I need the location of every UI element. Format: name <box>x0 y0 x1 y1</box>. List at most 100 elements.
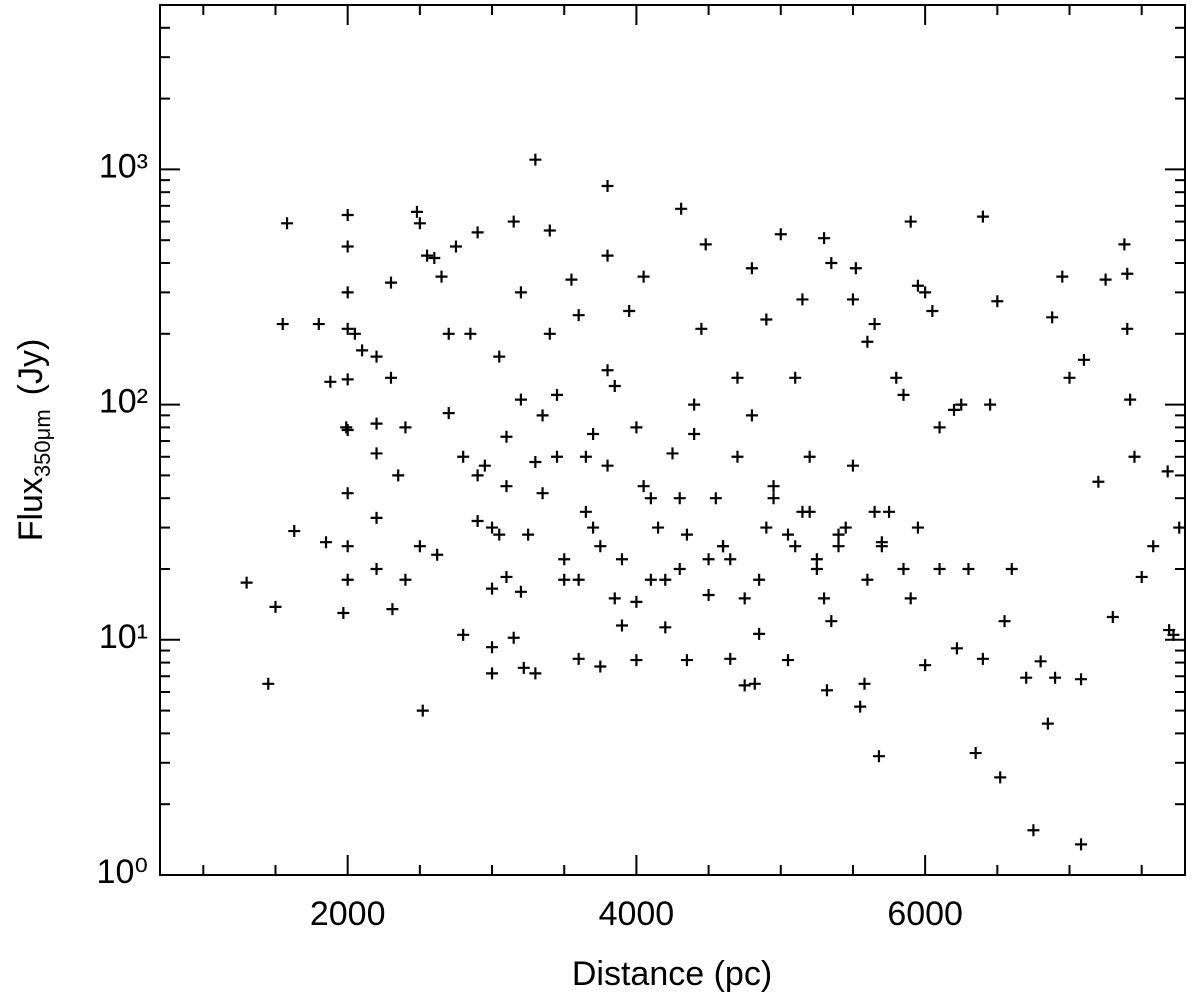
point <box>1128 450 1141 463</box>
y-label-subscript: 350μm <box>30 409 55 477</box>
point <box>594 660 607 673</box>
point <box>745 409 758 422</box>
point <box>680 528 693 541</box>
point <box>601 249 614 262</box>
point <box>789 540 802 553</box>
point <box>312 318 325 331</box>
point <box>846 459 859 472</box>
point <box>976 210 989 223</box>
point <box>904 592 917 605</box>
point <box>897 562 910 575</box>
point <box>370 511 383 524</box>
point <box>529 667 542 680</box>
point <box>1077 353 1090 366</box>
point <box>1124 393 1137 406</box>
point <box>276 318 289 331</box>
point <box>738 592 751 605</box>
point <box>341 540 354 553</box>
point <box>341 423 354 436</box>
point <box>522 528 535 541</box>
point <box>659 621 672 634</box>
plot-frame <box>159 4 1186 876</box>
point <box>421 249 434 262</box>
point <box>858 677 871 690</box>
point <box>572 573 585 586</box>
point <box>337 607 350 619</box>
point <box>1147 540 1160 553</box>
point <box>904 215 917 228</box>
point <box>579 505 592 518</box>
point <box>240 576 253 589</box>
point <box>386 603 399 616</box>
point <box>594 540 607 553</box>
point <box>810 553 823 566</box>
point <box>370 562 383 575</box>
point <box>998 615 1011 628</box>
point <box>413 217 426 230</box>
point <box>507 215 520 228</box>
point <box>348 327 361 340</box>
point <box>767 492 780 505</box>
point <box>608 379 621 392</box>
point <box>435 270 448 283</box>
point <box>608 592 621 605</box>
point <box>558 553 571 566</box>
point <box>1020 671 1033 684</box>
point <box>514 585 527 598</box>
point <box>861 335 874 348</box>
point <box>630 421 643 434</box>
point <box>781 654 794 667</box>
point <box>644 492 657 505</box>
point <box>767 480 780 493</box>
point <box>529 456 542 469</box>
point <box>320 536 333 549</box>
point <box>818 592 831 605</box>
point <box>680 654 693 667</box>
y-label-main: Flux <box>12 477 50 541</box>
point <box>1173 521 1186 534</box>
point <box>695 322 708 335</box>
point <box>572 652 585 665</box>
point <box>1034 655 1047 668</box>
point <box>911 521 924 534</box>
point <box>637 270 650 283</box>
point <box>341 208 354 221</box>
point <box>994 771 1007 784</box>
point <box>392 469 405 482</box>
point <box>1099 273 1112 286</box>
point <box>709 492 722 505</box>
point <box>652 521 665 534</box>
point <box>615 619 628 632</box>
point <box>919 659 932 672</box>
point <box>818 232 831 245</box>
point <box>384 276 397 289</box>
point <box>341 322 354 335</box>
point <box>868 505 881 518</box>
point <box>1075 838 1088 851</box>
point <box>416 704 429 717</box>
point <box>846 293 859 306</box>
point <box>911 279 924 292</box>
point <box>644 573 657 586</box>
point <box>442 327 455 340</box>
point <box>825 615 838 628</box>
point <box>1118 238 1131 251</box>
point <box>745 262 758 275</box>
point <box>399 421 412 434</box>
point <box>370 447 383 460</box>
point <box>820 684 833 697</box>
point <box>356 344 369 357</box>
point <box>370 417 383 430</box>
point <box>493 528 506 541</box>
point <box>933 421 946 434</box>
point <box>969 747 982 760</box>
point <box>630 595 643 608</box>
point <box>950 642 963 655</box>
point <box>832 528 845 541</box>
point <box>486 667 499 680</box>
point <box>774 228 787 241</box>
point <box>341 240 354 253</box>
point <box>1106 611 1119 624</box>
point <box>702 589 715 602</box>
point <box>514 286 527 299</box>
